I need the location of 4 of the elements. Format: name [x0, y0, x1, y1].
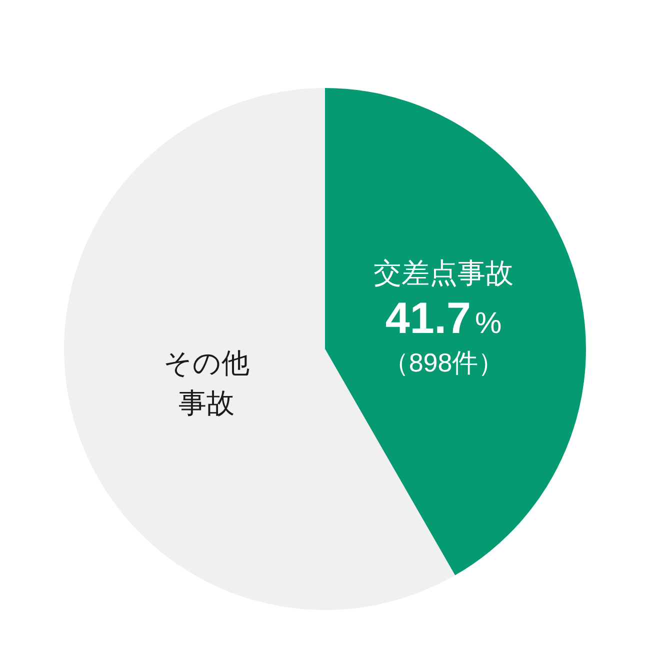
slice-label: その他事故	[163, 348, 250, 419]
text: （898件）	[382, 348, 504, 378]
data-label: 41.7%	[385, 294, 502, 344]
slice-label: 交差点事故	[374, 257, 514, 288]
